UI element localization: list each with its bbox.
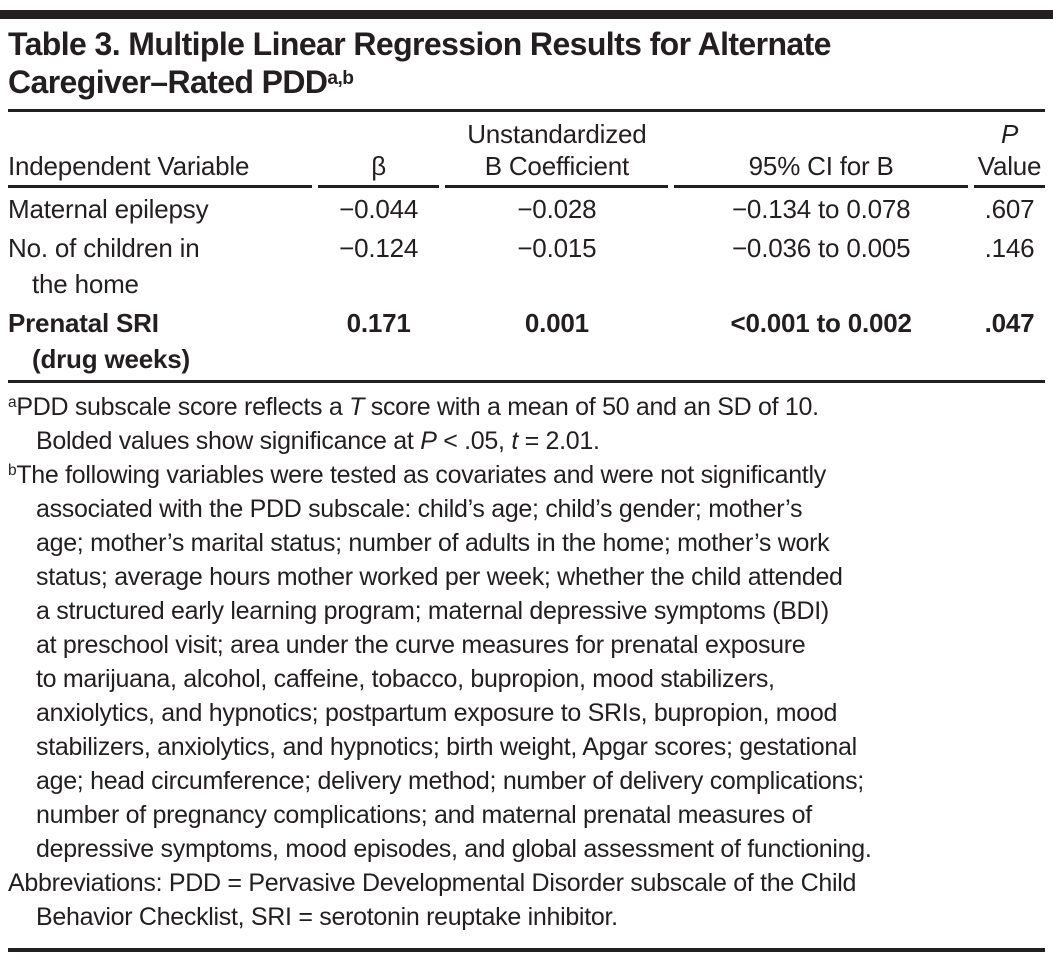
footnote-b-line: to marijuana, alcohol, caffeine, tobacco…: [36, 665, 775, 693]
cell-beta: −0.124: [339, 233, 419, 263]
footnote-a-italic-p: P: [420, 427, 437, 455]
footnote-a-italic-t: t: [511, 427, 518, 455]
cell-variable: No. of children in the home: [8, 227, 312, 302]
table-row-children-in-home: No. of children in the home −0.124 −0.01…: [8, 227, 1045, 302]
header-unstandardized-line2: B Coefficient: [484, 151, 630, 181]
regression-results-table: Independent Variable β Unstandardized B …: [2, 112, 1051, 377]
footnote-b-line: depressive symptoms, mood episodes, and …: [36, 835, 872, 863]
footnote-a-text: < .05,: [436, 427, 512, 455]
footnote-a-line2: Bolded values show significance at P < .…: [8, 424, 1045, 458]
variable-name-line1: No. of children in: [8, 233, 200, 263]
footnote-b-line: associated with the PDD subscale: child’…: [36, 495, 803, 523]
cell-ci: −0.036 to 0.005: [731, 233, 911, 263]
header-independent-variable-label: Independent Variable: [8, 151, 250, 181]
cell-p-value: .047: [984, 308, 1035, 338]
rule-above-footnotes: [8, 380, 1045, 383]
cell-beta: −0.044: [339, 194, 419, 224]
variable-name-line2: the home: [32, 269, 139, 299]
header-unstandardized-line1: Unstandardized: [467, 119, 647, 149]
column-header-unstandardized-b: Unstandardized B Coefficient: [445, 112, 669, 188]
cell-variable: Maternal epilepsy: [8, 188, 312, 227]
footnote-b-line: age; mother’s marital status; number of …: [36, 529, 830, 557]
cell-p-value: .146: [984, 233, 1035, 263]
footnote-b-marker: b: [8, 462, 17, 479]
footnote-a-text: Bolded values show significance at: [36, 427, 421, 455]
cell-p-value: .607: [984, 194, 1035, 224]
footnote-a-text: = 2.01.: [517, 427, 600, 455]
cell-variable: Prenatal SRI (drug weeks): [8, 302, 312, 377]
table-row-maternal-epilepsy: Maternal epilepsy −0.044 −0.028 −0.134 t…: [8, 188, 1045, 227]
header-p-line2: Value: [977, 151, 1042, 181]
abbreviations-line1: Abbreviations: PDD = Pervasive Developme…: [8, 869, 857, 897]
cell-b-coefficient: −0.015: [517, 233, 597, 263]
abbreviations-line2: Behavior Checklist, SRI = serotonin reup…: [36, 903, 618, 931]
footnote-b-line: at preschool visit; area under the curve…: [36, 631, 806, 659]
footnote-a-line1: aPDD subscale score reflects a T score w…: [8, 390, 1045, 424]
cell-b-coefficient: −0.028: [517, 194, 597, 224]
title-superscript: a,b: [327, 68, 354, 89]
footnote-b-line: age; head circumference; delivery method…: [36, 767, 864, 795]
column-header-independent-variable: Independent Variable: [8, 112, 312, 188]
cell-beta: 0.171: [346, 308, 411, 338]
column-header-beta: β: [317, 112, 440, 188]
cell-ci: −0.134 to 0.078: [731, 194, 911, 224]
footnote-b-line: anxiolytics, and hypnotics; postpartum e…: [36, 699, 838, 727]
column-header-ci: 95% CI for B: [674, 112, 969, 188]
footnote-a-text: PDD subscale score reflects a: [16, 393, 350, 421]
footnote-a-italic-t-score: T: [349, 393, 365, 421]
footnotes: aPDD subscale score reflects a T score w…: [8, 390, 1045, 934]
table-title-line1: Table 3. Multiple Linear Regression Resu…: [8, 26, 831, 62]
header-row: Independent Variable β Unstandardized B …: [8, 112, 1045, 188]
table-title: Table 3. Multiple Linear Regression Resu…: [8, 25, 1045, 101]
footnote-b-line: number of pregnancy complications; and m…: [36, 801, 812, 829]
cell-ci: <0.001 to 0.002: [730, 308, 913, 338]
top-rule-bar: [0, 10, 1053, 19]
rule-bottom: [8, 948, 1045, 952]
footnote-a-marker: a: [8, 394, 17, 411]
footnote-b-line1: bThe following variables were tested as …: [8, 458, 1045, 492]
footnote-b-line: status; average hours mother worked per …: [36, 563, 843, 591]
header-beta-label: β: [371, 151, 387, 181]
variable-name-line1: Prenatal SRI: [8, 308, 159, 338]
header-p-line1: P: [1000, 119, 1019, 149]
footnote-b-line: stabilizers, anxiolytics, and hypnotics;…: [36, 733, 857, 761]
footnote-b-line: a structured early learning program; mat…: [36, 597, 829, 625]
variable-name-line1: Maternal epilepsy: [8, 194, 209, 224]
rule-under-title: [8, 109, 1045, 112]
table-title-line2-text: Caregiver–Rated PDD: [8, 64, 328, 100]
footnote-b-text: The following variables were tested as c…: [16, 461, 826, 489]
header-ci-label: 95% CI for B: [748, 151, 894, 181]
table-row-prenatal-sri: Prenatal SRI (drug weeks) 0.171 0.001 <0…: [8, 302, 1045, 377]
table-content: Table 3. Multiple Linear Regression Resu…: [0, 25, 1053, 952]
table-title-line2: Caregiver–Rated PDDa,b: [8, 63, 1045, 101]
variable-name-line2: (drug weeks): [32, 344, 190, 374]
cell-b-coefficient: 0.001: [524, 308, 589, 338]
column-header-p-value: P Value: [974, 112, 1045, 188]
footnote-a-text: score with a mean of 50 and an SD of 10.: [364, 393, 819, 421]
